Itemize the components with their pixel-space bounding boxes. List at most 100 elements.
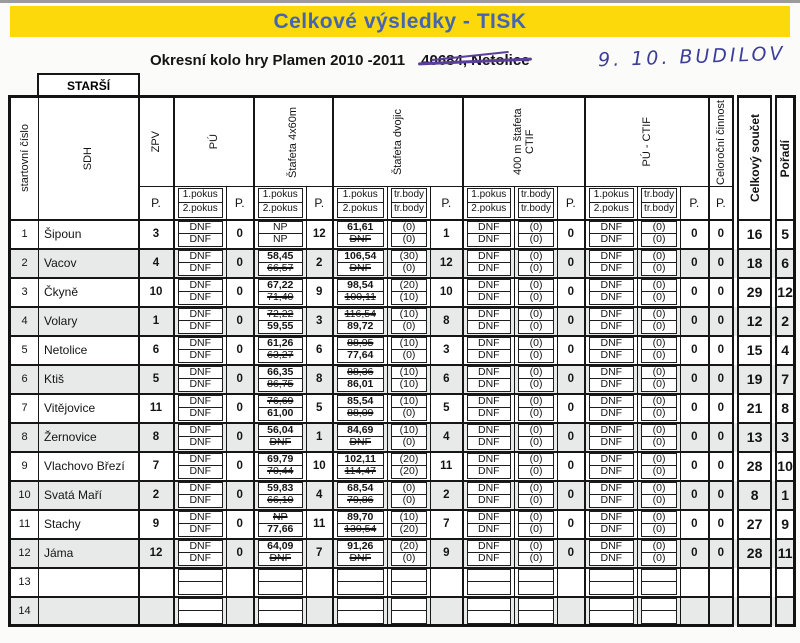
attempt-value [466,569,512,582]
attempt-value: DNF [177,337,223,350]
col-header-rank: Pořadí [778,139,793,177]
cell-zpv-rank: 4 [138,247,175,278]
attempt-value: (0) [518,395,555,408]
cell-400ctif-rank: 0 [557,508,586,539]
attempt-value: DNF [588,279,635,292]
cell-dvojic-trbody: (10) (10) [387,363,431,394]
cell-start-number: 3 [9,276,39,307]
cell-dvojic-attempts: 98,54 100,11 [332,276,388,307]
cell-sdh-name: Žernovice [38,421,140,452]
table-row: 9 Vlachovo Březí 7 DNF DNF 0 69,79 70,44 10 102,1… [9,450,795,481]
attempt-value: 84,69 [336,424,384,437]
cell-sdh-name: Vlachovo Březí [38,450,140,481]
cell-pu-rank: 0 [226,218,255,249]
cell-dvojic-trbody: (10) (0) [387,334,431,365]
attempt-value: (0) [518,366,555,379]
attempt-value: DNF [466,221,512,234]
cell-400ctif-attempts: DNF DNF [462,537,516,568]
cell-start-number: 6 [9,363,39,394]
attempt-value: (0) [518,424,555,437]
attempt-value: DNF [177,395,223,408]
cell-puctif-trbody: (0) (0) [637,392,682,423]
cell-400ctif-trbody: (0) (0) [514,276,559,307]
attempt1-label: 1.pokus [177,187,223,203]
subheader-zpv-p: P. [138,186,175,221]
attempt-value: DNF [466,366,512,379]
attempt-value: (0) [518,308,555,321]
cell-pu-attempts: DNF DNF [173,537,227,568]
attempt-value: 61,26 [257,337,303,350]
attempt2-label: 2.pokus [336,202,384,218]
cell-start-number: 9 [9,450,39,481]
attempt-value: (0) [391,495,427,508]
cell-4x60-rank: 7 [306,537,334,568]
cell-puctif-attempts [584,595,639,626]
attempt-value: 89,72 [336,321,384,334]
attempt-value: DNF [588,263,635,276]
attempt-value: (0) [518,553,555,566]
cell-pu-attempts: DNF DNF [173,218,227,249]
cell-final-rank: 6 [773,247,795,278]
cell-puctif-attempts: DNF DNF [584,508,639,539]
subtitle-line: Okresní kolo hry Plamen 2010 -2011 40684,… [150,52,530,69]
attempt-value: (0) [641,553,678,566]
table-row: 13 [9,566,795,597]
cell-4x60-attempts: 59,83 66,10 [253,479,307,510]
attempt-value: DNF [466,424,512,437]
cell-dvojic-attempts: 85,54 88,09 [332,392,388,423]
attempt-value: DNF [588,437,635,450]
cell-total-score [735,566,778,597]
attempt-value: (0) [518,408,555,421]
cell-zpv-rank: 6 [138,334,175,365]
cell-sdh-name: Vitějovice [38,392,140,423]
cell-dvojic-attempts: 88,95 77,64 [332,334,388,365]
header-row-main: startovní číslo SDH ZPV PÚ Štafeta 4x60m… [9,96,795,220]
cell-celorocni-rank: 0 [708,218,740,249]
attempt-value: 76,69 [257,395,303,408]
cell-400ctif-rank: 0 [557,363,586,394]
attempt-value [336,569,384,582]
crossed-out-location: 40684, Netolice [421,52,530,69]
cell-celorocni-rank: 0 [708,450,740,481]
attempt-value: DNF [177,250,223,263]
attempt-value: DNF [588,466,635,479]
attempt-value: (0) [518,292,555,305]
table-row: 1 Šipoun 3 DNF DNF 0 NP NP 12 61,61 DNF (0) (0) 1 DNF D… [9,218,795,249]
attempt-value: DNF [466,511,512,524]
cell-total-score: 12 [735,305,778,336]
attempt-value: DNF [466,395,512,408]
cell-400ctif-rank: 0 [557,479,586,510]
attempt-value [391,610,427,624]
attempt-value: 59,83 [257,482,303,495]
cell-400ctif-trbody: (0) (0) [514,334,559,365]
attempt-value: (0) [641,437,678,450]
attempt-value: DNF [177,495,223,508]
cell-400ctif-attempts: DNF DNF [462,392,516,423]
results-tbody: 1 Šipoun 3 DNF DNF 0 NP NP 12 61,61 DNF (0) (0) 1 DNF D… [9,218,795,626]
cell-400ctif-trbody: (0) (0) [514,305,559,336]
cell-puctif-attempts: DNF DNF [584,363,639,394]
attempt-value: (0) [641,511,678,524]
cell-final-rank: 3 [773,421,795,452]
attempt-value: (10) [391,511,427,524]
cell-dvojic-rank [430,566,464,597]
attempt1-label: 1.pokus [466,187,512,203]
attempt-value: DNF [336,437,384,450]
attempt-value: (20) [391,540,427,553]
cell-dvojic-attempts: 84,69 DNF [332,421,388,452]
attempt-value: DNF [177,292,223,305]
attempt-value [391,569,427,582]
attempt-value [177,582,223,595]
cell-puctif-trbody: (0) (0) [637,363,682,394]
attempt-value: (0) [641,466,678,479]
attempt-value: (0) [391,408,427,421]
cell-dvojic-trbody [387,566,431,597]
cell-puctif-trbody: (0) (0) [637,479,682,510]
cell-dvojic-trbody: (10) (0) [387,421,431,452]
attempt-value: (0) [641,337,678,350]
cell-puctif-attempts: DNF DNF [584,421,639,452]
attempt-value: (0) [391,234,427,247]
cell-400ctif-attempts: DNF DNF [462,421,516,452]
attempt-value: 61,00 [257,408,303,421]
cell-start-number: 5 [9,334,39,365]
